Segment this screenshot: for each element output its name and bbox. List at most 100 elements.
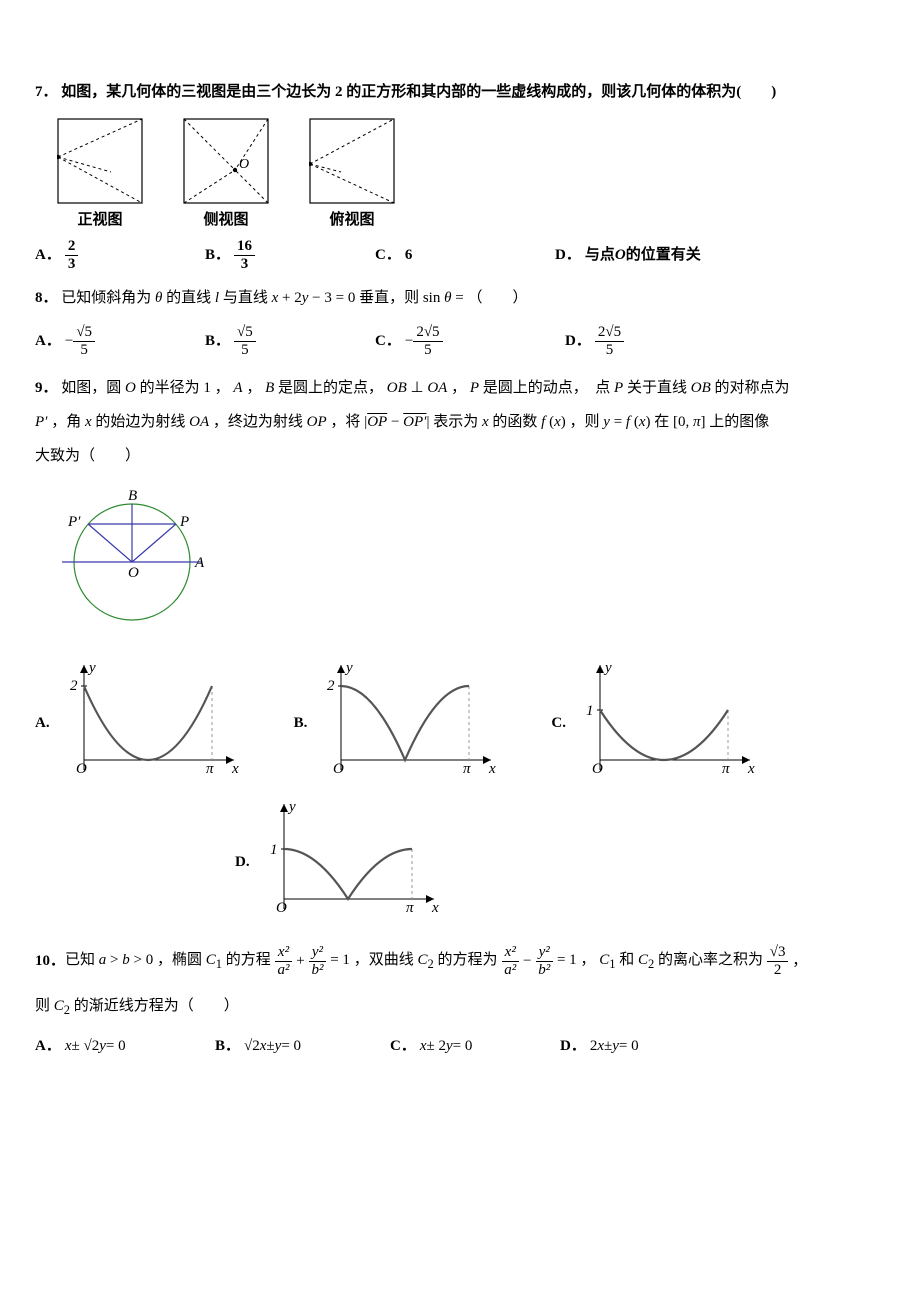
q9-line1: 9． 如图，圆 O 的半径为 1 ， A ， B 是圆上的定点， OB ⊥ OA… [35, 376, 885, 400]
svg-text:1: 1 [586, 703, 594, 719]
frac: 2√5 5 [595, 324, 624, 358]
q10-opt-c: C． x ± 2y = 0 [390, 1034, 560, 1058]
graph-c: O y x π 1 [570, 660, 760, 785]
q7-d-post: 的位置有关 [626, 243, 701, 267]
svg-text:B: B [128, 488, 137, 504]
svg-text:1: 1 [270, 842, 278, 858]
q8-number: 8． [35, 290, 58, 306]
q10-opt-b: B． √2 x ± y = 0 [215, 1034, 390, 1058]
q7-c-text: 6 [405, 243, 413, 267]
opt-label: C． [390, 1034, 416, 1058]
opt-label: C． [375, 329, 401, 353]
svg-text:P′: P′ [67, 514, 81, 530]
svg-text:2: 2 [70, 678, 78, 694]
q7-d-pre: 与点 [585, 243, 615, 267]
q9-line3: 大致为（ ） [35, 444, 885, 468]
q7: 7． 如图，某几何体的三视图是由三个边长为 2 的正方形和其内部的一些虚线构成的… [35, 80, 885, 104]
opt-label: D． [560, 1034, 586, 1058]
svg-text:π: π [406, 900, 414, 916]
opt-label: D． [555, 243, 581, 267]
q7-opt-b: B． 16 3 [205, 238, 375, 272]
frac: 2√5 5 [413, 324, 442, 358]
q9-opt-a: A. O y x π 2 [35, 660, 244, 785]
q7-opt-c: C． 6 [375, 243, 555, 267]
svg-text:O: O [333, 761, 344, 777]
q9-graphs-row1: A. O y x π 2 B. O y x π 2 [35, 660, 885, 785]
sign: − [65, 329, 73, 353]
q10-line1: 10． 已知 a > b > 0 ，椭圆 C1 的方程 x² a² + y² b… [35, 944, 885, 978]
opt-label: D. [235, 850, 250, 874]
q9-circle: O A B P P′ [57, 482, 885, 640]
q7-opt-a: A． 2 3 [35, 238, 205, 272]
svg-text:A: A [194, 555, 205, 571]
opt-label: D． [565, 329, 591, 353]
opt-label: B． [205, 243, 230, 267]
q10: 10． 已知 a > b > 0 ，椭圆 C1 的方程 x² a² + y² b… [35, 944, 885, 1020]
svg-text:O: O [276, 900, 287, 916]
svg-text:O: O [128, 565, 139, 581]
opt-label: B. [294, 711, 308, 735]
svg-text:y: y [87, 660, 96, 676]
svg-text:y: y [603, 660, 612, 676]
q8-opt-a: A． − √5 5 [35, 324, 205, 358]
graph-d: O y x π 1 [254, 799, 444, 924]
svg-text:O: O [239, 157, 249, 172]
graph-b: O y x π 2 [311, 660, 501, 785]
q9: 9． 如图，圆 O 的半径为 1 ， A ， B 是圆上的定点， OB ⊥ OA… [35, 376, 885, 468]
front-svg [57, 118, 143, 204]
svg-text:O: O [592, 761, 603, 777]
opt-label: A． [35, 243, 61, 267]
opt-label: C． [375, 243, 401, 267]
svg-text:y: y [287, 799, 296, 815]
top-svg [309, 118, 395, 204]
q8-opt-c: C． − 2√5 5 [375, 324, 565, 358]
top-caption: 俯视图 [329, 208, 374, 232]
frac-b: 16 3 [234, 238, 255, 272]
view-side: O 侧视图 [183, 118, 269, 232]
q7-views: 正视图 O 侧视图 俯视图 [57, 118, 885, 232]
q10-line2: 则 C2 的渐近线方程为（ ） [35, 994, 885, 1020]
vec-expr: |OP − OP′| [364, 414, 429, 430]
view-top: 俯视图 [309, 118, 395, 232]
q8: 8． 已知倾斜角为 θ 的直线 l 与直线 x + 2y − 3 = 0 垂直，… [35, 286, 885, 310]
frac-y2b2-h: y² b² [535, 944, 553, 978]
q7-edge: 2 [335, 84, 343, 100]
frac-a: 2 3 [65, 238, 79, 272]
svg-text:x: x [488, 761, 496, 777]
q7-number: 7． [35, 84, 58, 100]
svg-text:P: P [179, 514, 189, 530]
q9-number: 9． [35, 380, 58, 396]
opt-label: C. [551, 711, 566, 735]
q10-opt-a: A． x ± √2 y = 0 [35, 1034, 215, 1058]
q7-d-O: O [615, 243, 626, 267]
sign: − [405, 329, 413, 353]
q9-opt-b: B. O y x π 2 [294, 660, 502, 785]
graph-a: O y x π 2 [54, 660, 244, 785]
side-caption: 侧视图 [203, 208, 248, 232]
q7-opts: A． 2 3 B． 16 3 C． 6 D． 与点 O 的位置有关 [35, 238, 885, 272]
q9-opt-c: C. O y x π 1 [551, 660, 760, 785]
svg-text:y: y [344, 660, 353, 676]
svg-text:x: x [231, 761, 239, 777]
q8-opts: A． − √5 5 B． √5 5 C． − 2√5 5 D． 2√5 5 [35, 324, 885, 358]
q7-text-b: 的正方形和其内部的一些虚线构成的，则该几何体的体积为( ) [346, 84, 776, 100]
q9-opt-d: D. O y x π 1 [235, 799, 444, 924]
circle-svg: O A B P P′ [57, 482, 217, 632]
q8-opt-d: D． 2√5 5 [565, 324, 624, 358]
frac: √5 5 [234, 324, 256, 358]
svg-text:π: π [463, 761, 471, 777]
svg-text:x: x [747, 761, 755, 777]
frac-y2b2: y² b² [308, 944, 326, 978]
side-svg: O [183, 118, 269, 204]
q10-opts: A． x ± √2 y = 0 B． √2 x ± y = 0 C． x ± 2… [35, 1034, 885, 1058]
front-caption: 正视图 [77, 208, 122, 232]
q8-opt-b: B． √5 5 [205, 324, 375, 358]
frac-x2a2-h: x² a² [501, 944, 519, 978]
q8-text: 已知倾斜角为 θ 的直线 l 与直线 x + 2y − 3 = 0 垂直，则 s… [61, 290, 527, 306]
svg-text:x: x [431, 900, 439, 916]
q7-text-a: 如图，某几何体的三视图是由三个边长为 [61, 84, 335, 100]
opt-label: A． [35, 1034, 61, 1058]
q9-line2: P′ ，角 x 的始边为射线 OA ，终边为射线 OP ，将 |OP − OP′… [35, 410, 885, 434]
view-front: 正视图 [57, 118, 143, 232]
q10-opt-d: D． 2x ± y = 0 [560, 1034, 639, 1058]
